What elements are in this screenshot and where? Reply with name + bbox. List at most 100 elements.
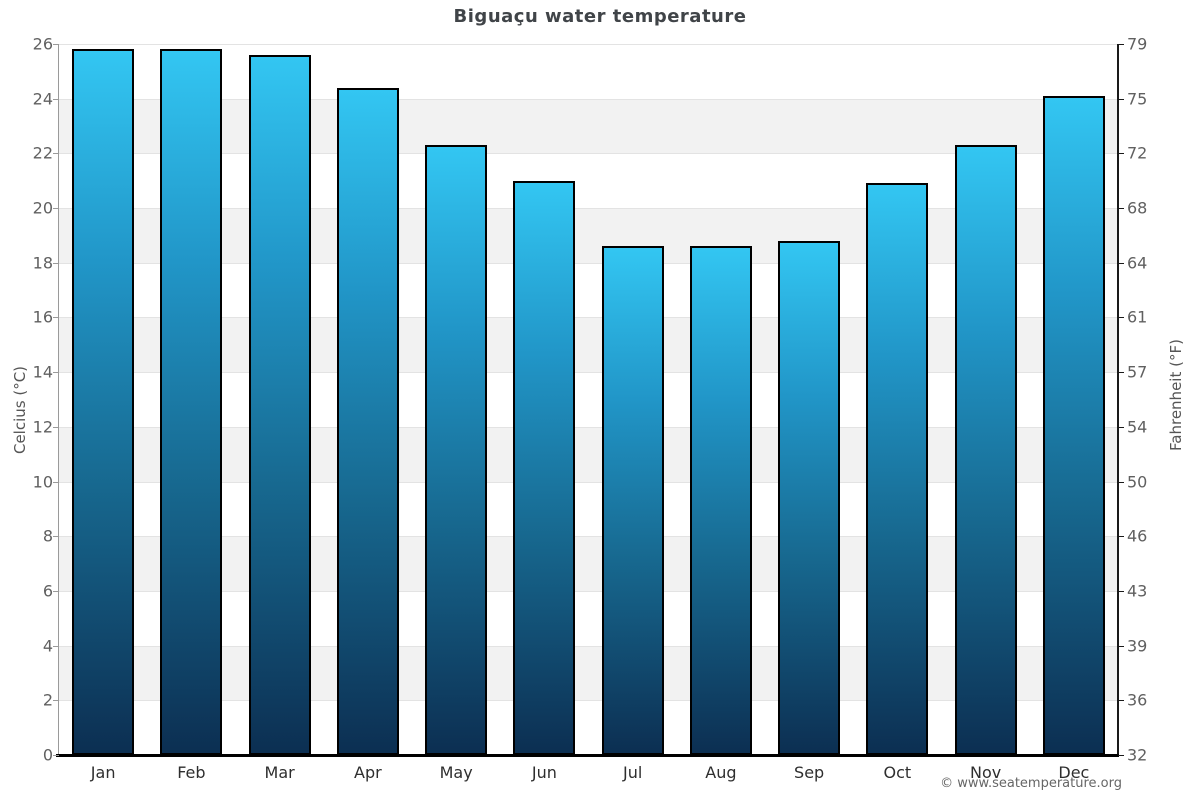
x-axis-line <box>56 754 1119 757</box>
x-tick-aug: Aug <box>705 763 737 782</box>
bar-oct[interactable] <box>866 183 929 755</box>
y-tick-celsius-2: 2 <box>42 690 53 710</box>
y-tick-fahrenheit-72: 72 <box>1127 143 1148 163</box>
y-tickmark-right <box>1118 262 1124 264</box>
alternate-grid-band <box>59 98 1118 154</box>
y-tickmark-left <box>53 590 59 592</box>
bar-aug[interactable] <box>689 246 752 755</box>
gridline <box>59 208 1118 210</box>
gridline <box>59 536 1118 538</box>
y-tickmark-left <box>53 481 59 483</box>
y-tick-celsius-18: 18 <box>32 253 53 273</box>
y-tick-celsius-10: 10 <box>32 472 53 492</box>
y-tick-celsius-0: 0 <box>42 745 53 765</box>
bar-nov[interactable] <box>954 145 1017 755</box>
gridline <box>59 372 1118 374</box>
y-tickmark-left <box>53 426 59 428</box>
y-tickmark-left <box>53 262 59 264</box>
y-tickmark-right <box>1118 44 1124 45</box>
y-tickmark-left <box>53 98 59 100</box>
gridline <box>59 317 1118 319</box>
y-tickmark-right <box>1118 153 1124 155</box>
y-tick-fahrenheit-61: 61 <box>1127 307 1148 327</box>
y-tickmark-right <box>1118 372 1124 374</box>
gridline <box>59 700 1118 702</box>
y-tickmark-left <box>53 536 59 538</box>
y-tickmark-left <box>53 153 59 155</box>
y-tick-celsius-6: 6 <box>42 581 53 601</box>
right-axis-line <box>1117 44 1119 755</box>
plot-area <box>59 44 1118 755</box>
gridline <box>59 98 1118 100</box>
gridline <box>59 590 1118 592</box>
gridline <box>59 153 1118 155</box>
y-tickmark-left <box>53 44 59 45</box>
x-tick-jul: Jul <box>622 763 643 782</box>
y-tick-celsius-22: 22 <box>32 143 53 163</box>
y-tick-fahrenheit-50: 50 <box>1127 472 1148 492</box>
bar-apr[interactable] <box>336 87 399 755</box>
gridline <box>59 645 1118 647</box>
bar-sep[interactable] <box>778 240 841 755</box>
y-tickmark-left <box>53 317 59 319</box>
y-tick-fahrenheit-39: 39 <box>1127 636 1148 656</box>
y-tick-celsius-4: 4 <box>42 636 53 656</box>
y-tick-celsius-16: 16 <box>32 307 53 327</box>
bar-feb[interactable] <box>160 49 223 755</box>
y-tick-celsius-20: 20 <box>32 198 53 218</box>
y-tickmark-right <box>1118 208 1124 210</box>
alternate-grid-band <box>59 317 1118 373</box>
alternate-grid-band <box>59 426 1118 482</box>
y-tick-fahrenheit-54: 54 <box>1127 417 1148 437</box>
copyright-text: © www.seatemperature.org <box>940 776 1122 791</box>
y-tick-fahrenheit-57: 57 <box>1127 362 1148 382</box>
y-tickmark-left <box>53 755 59 756</box>
bar-jun[interactable] <box>513 180 576 755</box>
bar-jan[interactable] <box>72 49 135 755</box>
left-axis-title: Celcius (°C) <box>11 365 29 455</box>
y-tickmark-right <box>1118 98 1124 100</box>
y-tickmark-right <box>1118 481 1124 483</box>
x-tick-feb: Feb <box>177 763 206 782</box>
y-tickmark-right <box>1118 590 1124 592</box>
y-tick-celsius-14: 14 <box>32 362 53 382</box>
alternate-grid-band <box>59 645 1118 701</box>
alternate-grid-band <box>59 536 1118 591</box>
right-axis-title: Fahrenheit (°F) <box>1167 339 1185 451</box>
x-tick-apr: Apr <box>354 763 382 782</box>
left-axis-line <box>58 44 59 755</box>
chart-title: Biguaçu water temperature <box>453 6 747 27</box>
x-tick-sep: Sep <box>794 763 825 782</box>
x-tick-dec: Dec <box>1058 763 1090 782</box>
y-tickmark-right <box>1118 700 1124 702</box>
y-tick-fahrenheit-36: 36 <box>1127 690 1148 710</box>
y-tick-fahrenheit-79: 79 <box>1127 34 1148 54</box>
y-tickmark-right <box>1118 536 1124 538</box>
gridline <box>59 44 1118 45</box>
bar-jul[interactable] <box>601 246 664 755</box>
x-tick-mar: Mar <box>264 763 295 782</box>
alternate-grid-band <box>59 208 1118 263</box>
y-tickmark-right <box>1118 755 1124 756</box>
y-tickmark-right <box>1118 426 1124 428</box>
gridline <box>59 426 1118 428</box>
x-tick-jan: Jan <box>90 763 116 782</box>
y-tickmark-right <box>1118 645 1124 647</box>
y-tickmark-left <box>53 645 59 647</box>
y-tick-fahrenheit-68: 68 <box>1127 198 1148 218</box>
bar-may[interactable] <box>425 145 488 755</box>
gridline <box>59 262 1118 264</box>
x-tick-oct: Oct <box>883 763 912 782</box>
y-tick-fahrenheit-64: 64 <box>1127 253 1148 273</box>
y-tickmark-right <box>1118 317 1124 319</box>
y-tick-celsius-26: 26 <box>32 34 53 54</box>
x-tick-may: May <box>439 763 473 782</box>
bar-dec[interactable] <box>1042 95 1105 755</box>
y-tickmark-left <box>53 208 59 210</box>
bar-mar[interactable] <box>248 54 311 755</box>
y-tick-fahrenheit-43: 43 <box>1127 581 1148 601</box>
y-tick-celsius-12: 12 <box>32 417 53 437</box>
y-tick-celsius-24: 24 <box>32 89 53 109</box>
gridline <box>59 481 1118 483</box>
y-tick-celsius-8: 8 <box>42 526 53 546</box>
